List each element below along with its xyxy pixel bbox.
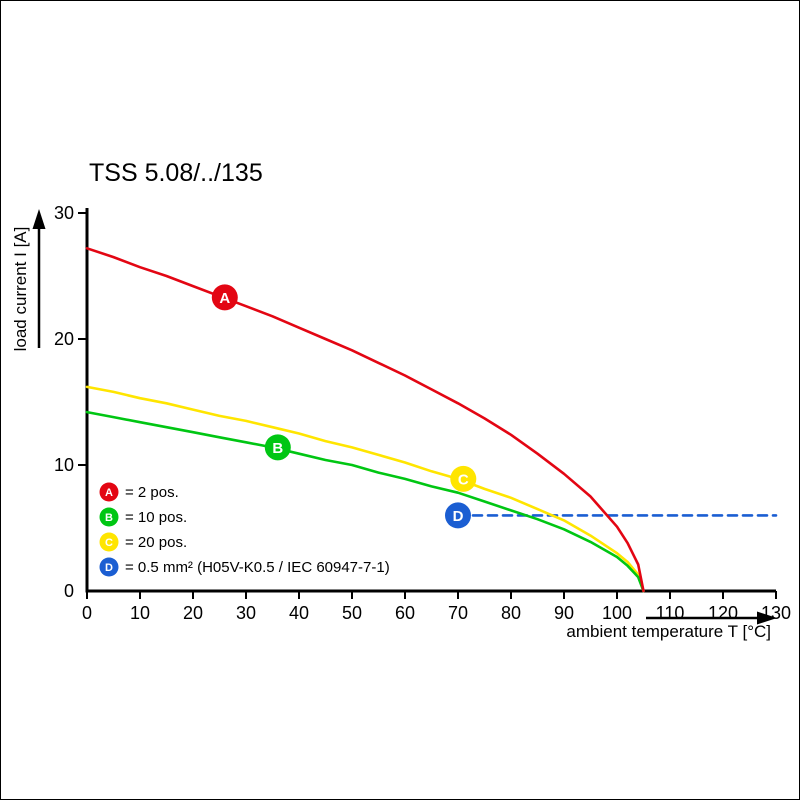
legend-letter-D: D — [105, 562, 113, 574]
series-A-curve — [85, 247, 645, 593]
x-tick-label: 120 — [708, 603, 738, 623]
legend-swatch-D — [99, 557, 119, 577]
x-tick-label: 110 — [656, 603, 685, 623]
legend-label-D: = 0.5 mm² (H05V-K0.5 / IEC 60947-7-1) — [125, 559, 390, 576]
legend-letter-C: C — [105, 537, 113, 549]
y-tick-label: 0 — [64, 581, 74, 601]
legend-swatch-B — [99, 507, 119, 527]
x-axis-arrow-head — [757, 611, 777, 625]
x-tick-label: 30 — [236, 603, 256, 623]
legend-swatch-A — [99, 482, 119, 502]
chart-title: TSS 5.08/../135 — [89, 159, 263, 187]
legend-swatch-C — [99, 532, 119, 552]
marker-B-letter: B — [272, 440, 283, 457]
legend-label-A: = 2 pos. — [125, 484, 179, 501]
x-tick-label: 10 — [130, 603, 150, 623]
series-B-curve — [85, 410, 645, 593]
marker-A — [211, 284, 238, 311]
marker-D — [445, 502, 471, 529]
marker-A-letter: A — [219, 290, 230, 307]
legend-letter-A: A — [105, 487, 113, 499]
y-tick-label: 20 — [54, 329, 74, 349]
x-tick-label: 40 — [289, 603, 309, 623]
marker-B — [264, 434, 291, 461]
x-tick-label: 0 — [82, 603, 92, 623]
marker-C — [450, 465, 477, 492]
series-C-curve — [85, 385, 645, 593]
y-tick-label: 10 — [54, 455, 74, 475]
y-axis-arrow-head — [32, 209, 46, 229]
legend-label-C: = 20 pos. — [125, 534, 187, 551]
x-tick-label: 80 — [501, 603, 521, 623]
x-axis-label: ambient temperature T [°C] — [566, 622, 771, 641]
legend-label-B: = 10 pos. — [125, 509, 187, 526]
marker-C-letter: C — [458, 471, 469, 488]
marker-D-letter: D — [453, 508, 464, 525]
x-tick-label: 90 — [554, 603, 574, 623]
x-tick-label: 100 — [602, 603, 632, 623]
legend-letter-B: B — [105, 512, 113, 524]
x-tick-label: 20 — [183, 603, 203, 623]
x-tick-label: 60 — [395, 603, 415, 623]
y-tick-label: 30 — [54, 203, 74, 223]
x-tick-label: 50 — [342, 603, 362, 623]
x-tick-label: 70 — [448, 603, 468, 623]
